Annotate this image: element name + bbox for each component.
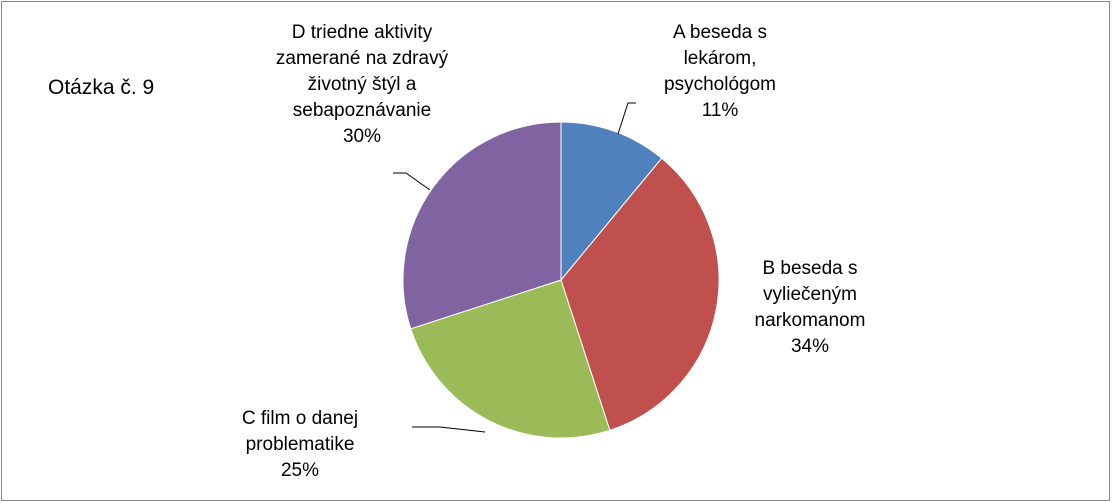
data-label-category: D triedne aktivity zamerané na zdravý ži… <box>275 22 449 121</box>
data-label-category: A beseda s lekárom, psychológom <box>664 22 776 95</box>
data-label: B beseda s vyliečeným narkomanom 34% <box>740 256 880 360</box>
data-label: D triedne aktivity zamerané na zdravý ži… <box>262 20 462 150</box>
data-label-value: 25% <box>280 460 320 481</box>
data-label-value: 30% <box>342 126 382 147</box>
leader-line <box>617 102 636 135</box>
data-label-category: B beseda s vyliečeným narkomanom <box>754 258 866 331</box>
data-label: C film o danej problematike 25% <box>210 406 390 484</box>
data-label-value: 11% <box>701 100 739 121</box>
leader-line <box>393 172 431 191</box>
data-label-value: 34% <box>790 336 830 357</box>
pie-slice <box>402 121 562 330</box>
pie-slice <box>560 121 663 282</box>
data-label: A beseda s lekárom, psychológom 11% <box>655 20 785 124</box>
pie-slice <box>410 279 611 439</box>
chart-title: Otázka č. 9 <box>48 76 155 99</box>
pie-slice <box>560 157 720 431</box>
data-label-category: C film o danej problematike <box>241 408 359 455</box>
leader-line <box>412 426 486 433</box>
